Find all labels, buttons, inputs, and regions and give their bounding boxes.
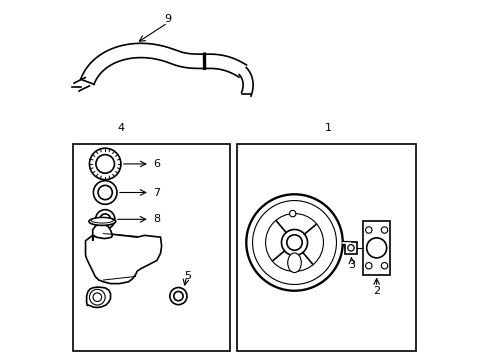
Polygon shape bbox=[93, 224, 112, 241]
Text: 1: 1 bbox=[325, 123, 331, 133]
Circle shape bbox=[281, 229, 307, 256]
Text: 7: 7 bbox=[153, 188, 160, 198]
Circle shape bbox=[366, 238, 386, 258]
Polygon shape bbox=[74, 78, 89, 91]
Text: 8: 8 bbox=[153, 214, 160, 224]
Circle shape bbox=[173, 292, 183, 301]
Circle shape bbox=[89, 289, 105, 305]
Ellipse shape bbox=[287, 253, 301, 273]
Circle shape bbox=[365, 262, 371, 269]
Circle shape bbox=[252, 201, 336, 284]
Circle shape bbox=[365, 227, 371, 233]
Bar bbox=[237, 144, 415, 351]
Circle shape bbox=[96, 155, 114, 173]
Polygon shape bbox=[85, 232, 162, 284]
Circle shape bbox=[89, 148, 121, 180]
Circle shape bbox=[93, 293, 102, 301]
Text: 2: 2 bbox=[372, 287, 380, 296]
Text: 3: 3 bbox=[347, 260, 354, 270]
Circle shape bbox=[246, 194, 342, 291]
Circle shape bbox=[381, 262, 387, 269]
Polygon shape bbox=[81, 43, 246, 84]
Text: 4: 4 bbox=[118, 123, 124, 133]
Circle shape bbox=[93, 181, 117, 204]
Ellipse shape bbox=[89, 217, 116, 225]
Circle shape bbox=[347, 245, 353, 251]
Circle shape bbox=[95, 210, 115, 229]
Circle shape bbox=[381, 227, 387, 233]
Bar bbox=[73, 144, 230, 351]
Circle shape bbox=[286, 235, 302, 250]
Circle shape bbox=[100, 214, 110, 225]
Ellipse shape bbox=[91, 218, 113, 223]
Text: 6: 6 bbox=[153, 159, 160, 169]
Circle shape bbox=[169, 288, 186, 305]
Polygon shape bbox=[239, 68, 253, 96]
Circle shape bbox=[98, 185, 112, 200]
Text: 9: 9 bbox=[164, 14, 171, 23]
Polygon shape bbox=[86, 287, 110, 307]
Bar bbox=[344, 242, 356, 254]
Text: 5: 5 bbox=[184, 271, 191, 282]
Bar bbox=[363, 221, 389, 275]
Circle shape bbox=[265, 213, 323, 271]
Circle shape bbox=[289, 210, 295, 217]
